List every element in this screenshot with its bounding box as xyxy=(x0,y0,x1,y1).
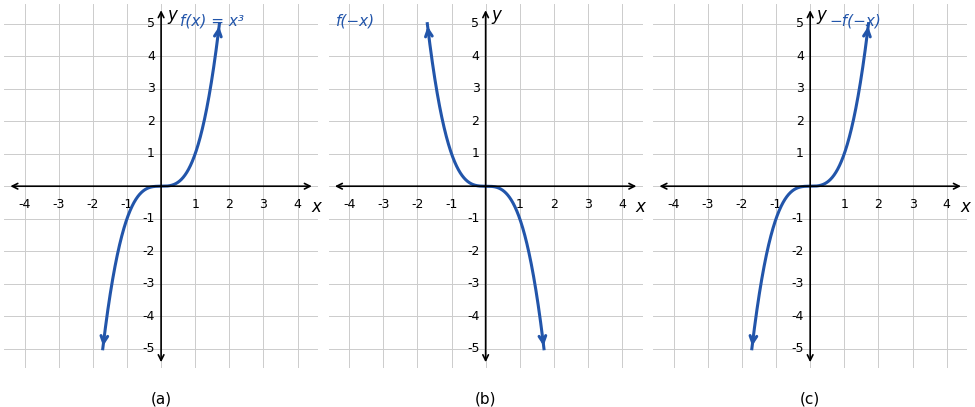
Text: 4: 4 xyxy=(472,50,480,63)
Text: (c): (c) xyxy=(800,391,820,406)
Text: -1: -1 xyxy=(792,212,804,225)
Text: 4: 4 xyxy=(293,197,301,210)
Text: -1: -1 xyxy=(467,212,480,225)
Text: (b): (b) xyxy=(475,391,496,406)
Text: 2: 2 xyxy=(472,115,480,128)
Text: f(−x): f(−x) xyxy=(335,14,374,29)
Text: (a): (a) xyxy=(150,391,172,406)
Text: 4: 4 xyxy=(147,50,155,63)
Text: -3: -3 xyxy=(702,197,714,210)
Text: -4: -4 xyxy=(343,197,355,210)
Text: -4: -4 xyxy=(792,310,804,323)
Text: 4: 4 xyxy=(797,50,804,63)
Text: 3: 3 xyxy=(584,197,592,210)
Text: -2: -2 xyxy=(792,245,804,258)
Text: 1: 1 xyxy=(516,197,524,210)
Text: -2: -2 xyxy=(411,197,423,210)
Text: −f(−x): −f(−x) xyxy=(829,14,880,29)
Text: -5: -5 xyxy=(792,342,804,355)
Text: 3: 3 xyxy=(147,82,155,95)
Text: 2: 2 xyxy=(147,115,155,128)
Text: 3: 3 xyxy=(797,82,804,95)
Text: y: y xyxy=(491,6,502,24)
Text: -1: -1 xyxy=(770,197,782,210)
Text: -2: -2 xyxy=(142,245,155,258)
Text: y: y xyxy=(816,6,826,24)
Text: -1: -1 xyxy=(142,212,155,225)
Text: 1: 1 xyxy=(797,147,804,160)
Text: 1: 1 xyxy=(840,197,848,210)
Text: 2: 2 xyxy=(875,197,882,210)
Text: -4: -4 xyxy=(668,197,680,210)
Text: f(x) = x³: f(x) = x³ xyxy=(179,14,244,29)
Text: 2: 2 xyxy=(797,115,804,128)
Text: 1: 1 xyxy=(472,147,480,160)
Text: -3: -3 xyxy=(377,197,389,210)
Text: 5: 5 xyxy=(147,17,155,30)
Text: 4: 4 xyxy=(618,197,626,210)
Text: 2: 2 xyxy=(225,197,233,210)
Text: x: x xyxy=(636,197,645,216)
Text: x: x xyxy=(960,197,970,216)
Text: -4: -4 xyxy=(467,310,480,323)
Text: -4: -4 xyxy=(142,310,155,323)
Text: -2: -2 xyxy=(87,197,99,210)
Text: 5: 5 xyxy=(796,17,804,30)
Text: -3: -3 xyxy=(53,197,65,210)
Text: -3: -3 xyxy=(142,277,155,290)
Text: -1: -1 xyxy=(121,197,134,210)
Text: y: y xyxy=(168,6,177,24)
Text: -2: -2 xyxy=(736,197,748,210)
Text: -1: -1 xyxy=(446,197,457,210)
Text: 3: 3 xyxy=(909,197,916,210)
Text: 3: 3 xyxy=(472,82,480,95)
Text: 1: 1 xyxy=(147,147,155,160)
Text: -5: -5 xyxy=(467,342,480,355)
Text: -5: -5 xyxy=(142,342,155,355)
Text: -3: -3 xyxy=(792,277,804,290)
Text: -4: -4 xyxy=(19,197,31,210)
Text: 5: 5 xyxy=(472,17,480,30)
Text: -2: -2 xyxy=(467,245,480,258)
Text: 4: 4 xyxy=(943,197,951,210)
Text: x: x xyxy=(311,197,321,216)
Text: 2: 2 xyxy=(550,197,558,210)
Text: 1: 1 xyxy=(191,197,199,210)
Text: 3: 3 xyxy=(259,197,267,210)
Text: -3: -3 xyxy=(467,277,480,290)
